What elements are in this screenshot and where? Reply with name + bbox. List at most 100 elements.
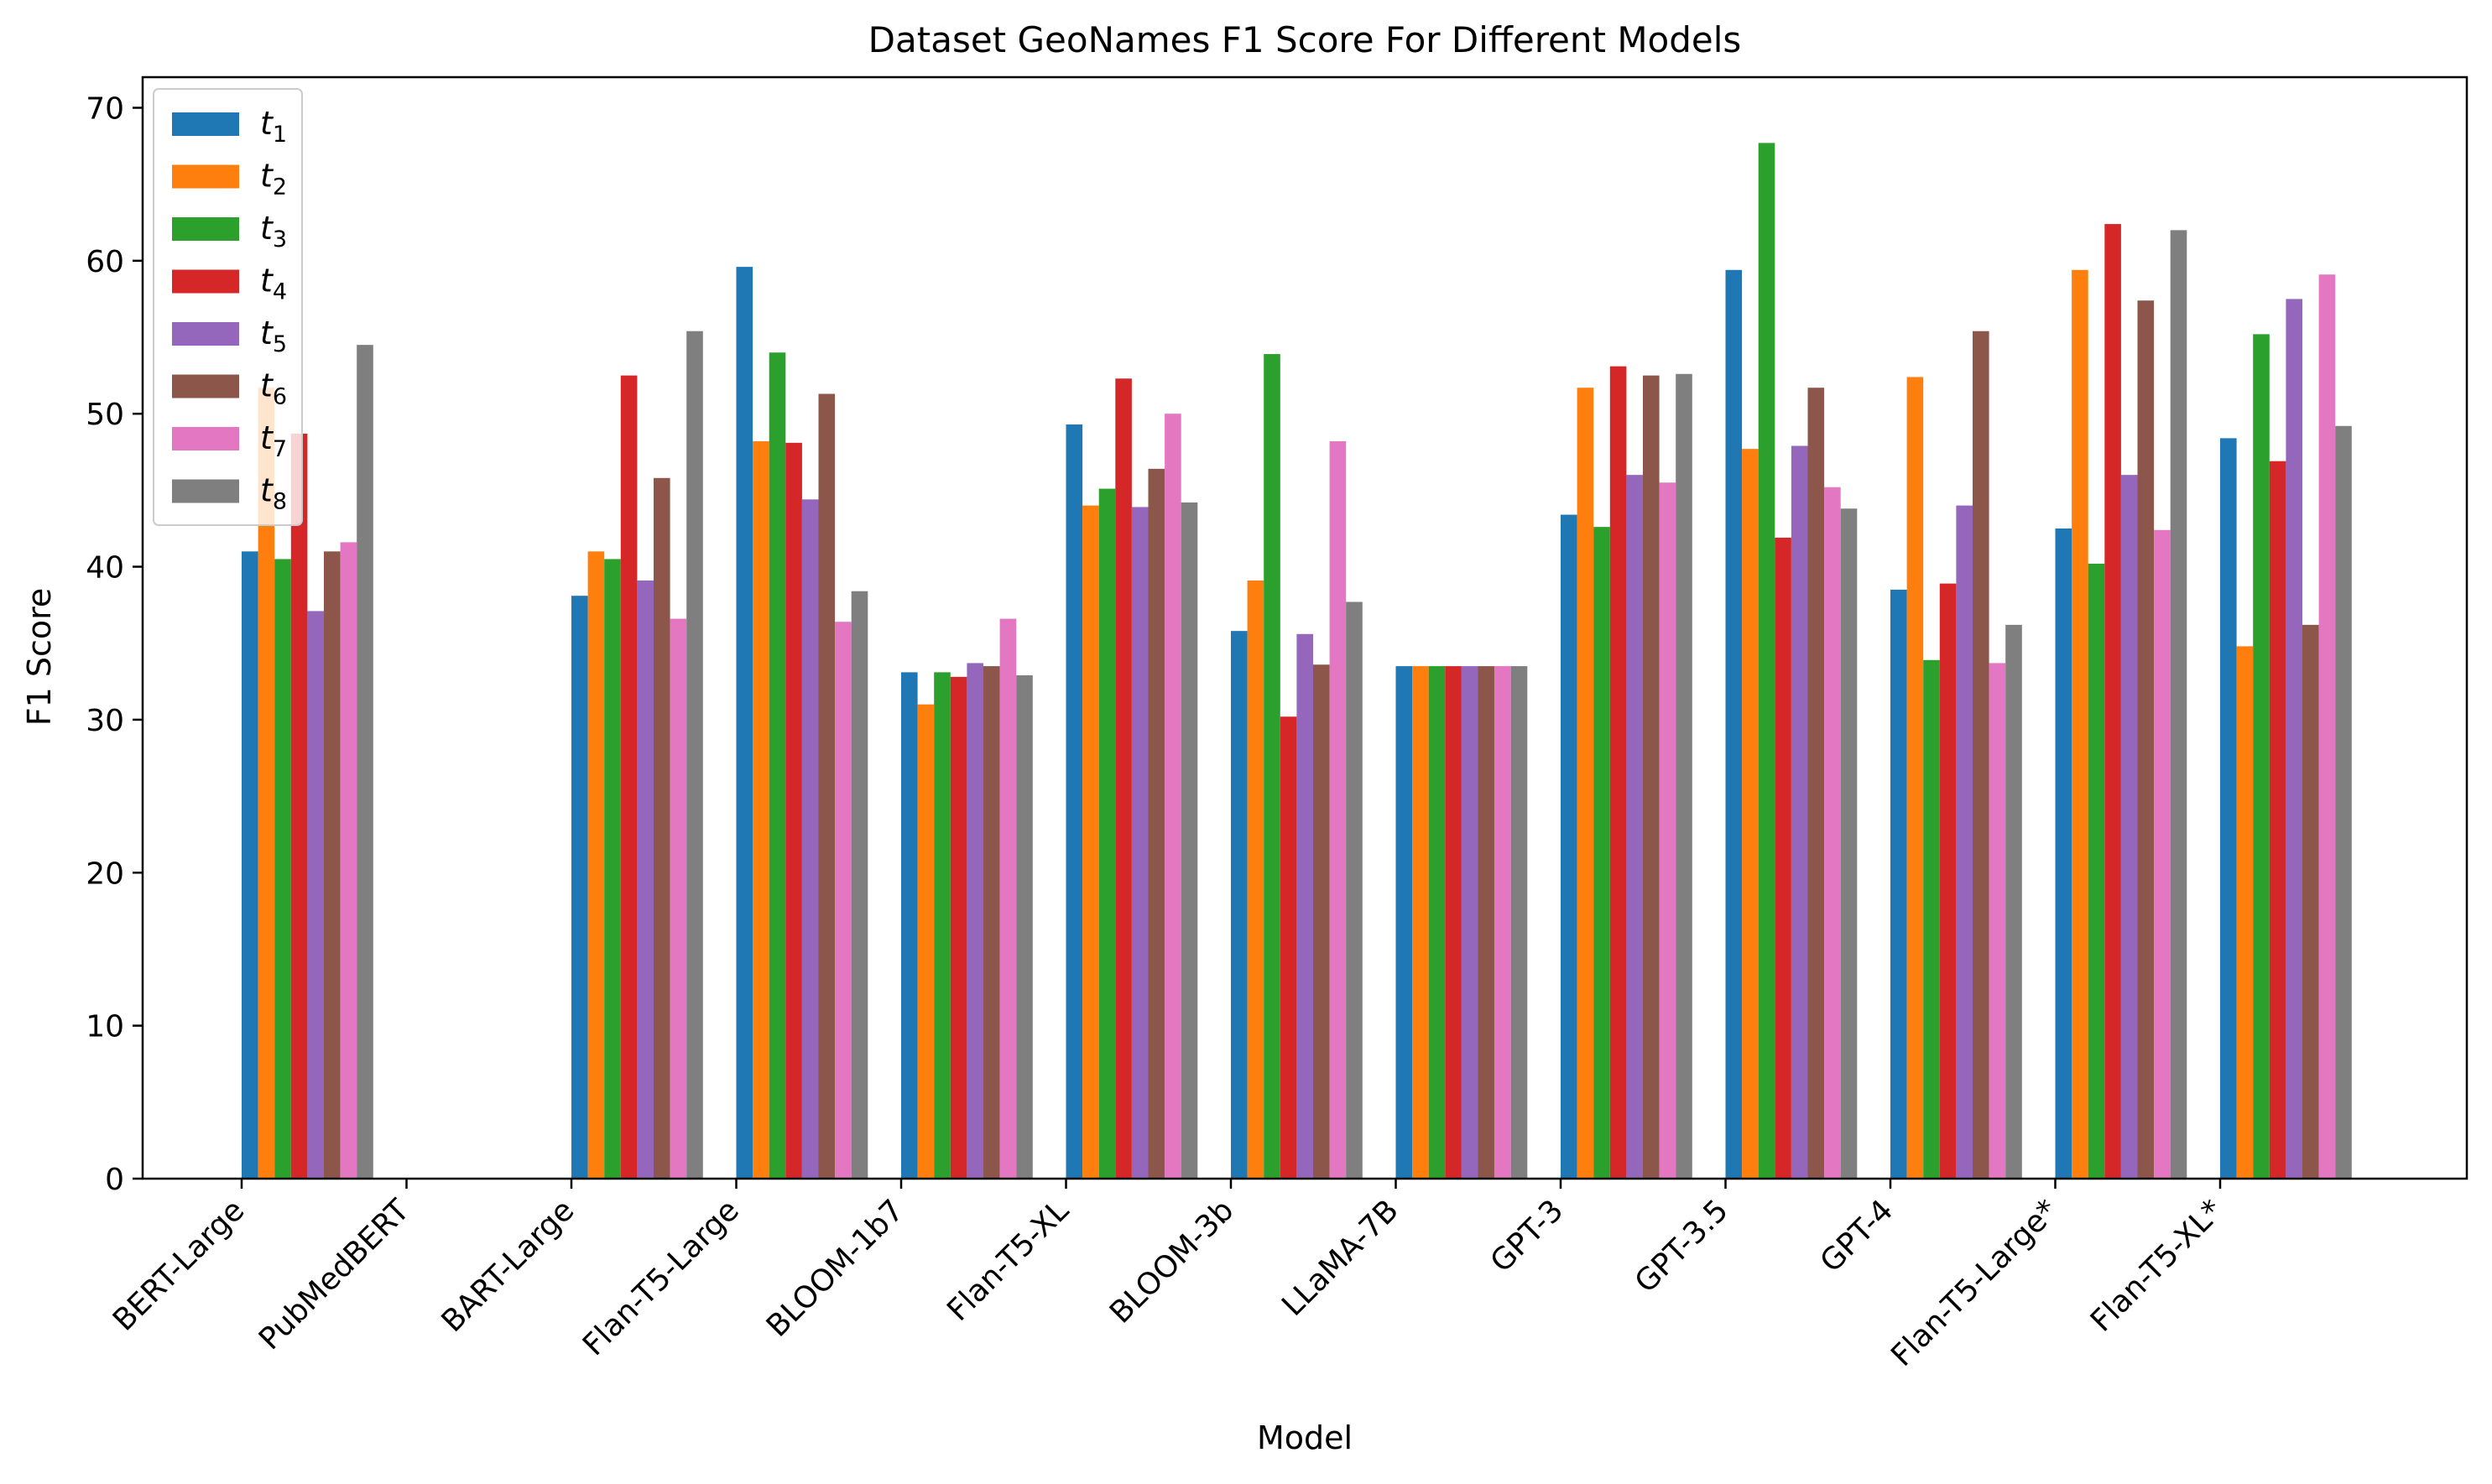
bar-gpt-3-t1 — [1561, 514, 1577, 1179]
legend-swatch-t5 — [172, 322, 239, 346]
bar-flan-t5-xl-t5 — [1131, 507, 1149, 1179]
legend-label-t3: t3 — [260, 210, 287, 253]
bar-bert-large-t6 — [324, 551, 341, 1179]
bar-bert-large-t7 — [340, 542, 357, 1179]
bar-gpt-3-5-t6 — [1807, 388, 1825, 1179]
bar-flan-t5-large--t7 — [2154, 529, 2171, 1179]
bar-flan-t5-xl--t1 — [2220, 438, 2237, 1179]
legend-label-t8: t8 — [260, 472, 287, 515]
bar-gpt-3-t4 — [1609, 366, 1627, 1179]
y-tick-label: 0 — [105, 1163, 124, 1197]
chart-title: Dataset GeoNames F1 Score For Different … — [868, 19, 1742, 60]
bar-flan-t5-large--t2 — [2072, 269, 2088, 1179]
bar-bloom-3b-t8 — [1346, 601, 1363, 1179]
y-tick-label: 70 — [86, 91, 124, 126]
bar-llama-7b-t2 — [1412, 666, 1429, 1179]
bar-flan-t5-large--t3 — [2088, 563, 2105, 1179]
legend-swatch-t4 — [172, 269, 239, 294]
bar-gpt-4-t6 — [1973, 331, 1989, 1179]
bar-gpt-4-t7 — [1989, 663, 2006, 1179]
y-tick-label: 40 — [86, 551, 124, 586]
bar-bloom-3b-t4 — [1280, 716, 1297, 1179]
bar-flan-t5-large-t4 — [785, 442, 802, 1179]
legend-label-t1: t1 — [260, 105, 287, 148]
bar-llama-7b-t6 — [1478, 666, 1495, 1179]
bar-flan-t5-large-t8 — [851, 591, 868, 1179]
bar-flan-t5-xl--t4 — [2269, 461, 2286, 1179]
bar-bert-large-t1 — [242, 551, 258, 1179]
bar-llama-7b-t1 — [1395, 666, 1413, 1179]
bar-bloom-1b7-t6 — [983, 666, 1000, 1179]
bar-bart-large-t2 — [587, 551, 605, 1179]
bar-gpt-3-5-t5 — [1791, 445, 1808, 1179]
y-tick-label: 10 — [86, 1010, 124, 1044]
bar-bloom-3b-t1 — [1231, 631, 1248, 1179]
bar-bert-large-t2 — [258, 388, 275, 1179]
bar-bloom-1b7-t4 — [950, 676, 967, 1179]
bar-flan-t5-xl--t6 — [2302, 624, 2319, 1179]
bar-bloom-1b7-t8 — [1016, 675, 1033, 1179]
legend: t1 t2 t3 t4 t5 t6 t7 t8 — [153, 88, 303, 526]
bar-gpt-3-t6 — [1643, 375, 1660, 1179]
bar-gpt-3-t8 — [1676, 373, 1692, 1179]
bar-bart-large-t1 — [571, 596, 588, 1179]
bar-bart-large-t5 — [637, 580, 654, 1179]
bar-flan-t5-xl-t2 — [1082, 505, 1099, 1179]
bar-flan-t5-large-t1 — [736, 267, 753, 1179]
bar-bart-large-t4 — [620, 375, 638, 1179]
bar-bert-large-t3 — [274, 559, 291, 1179]
bar-gpt-3-5-t7 — [1824, 487, 1841, 1179]
bar-flan-t5-xl-t4 — [1115, 378, 1132, 1179]
bar-llama-7b-t3 — [1428, 666, 1446, 1179]
bar-flan-t5-xl--t3 — [2253, 334, 2270, 1179]
x-axis-label: Model — [1257, 1419, 1353, 1456]
y-tick-label: 30 — [86, 704, 124, 738]
y-tick-label: 20 — [86, 857, 124, 891]
bar-bart-large-t7 — [670, 618, 687, 1179]
bar-gpt-3-t7 — [1659, 482, 1676, 1179]
legend-label-t7: t7 — [260, 419, 287, 462]
bar-bloom-3b-t6 — [1313, 664, 1330, 1179]
bar-bert-large-t5 — [307, 611, 324, 1179]
bar-flan-t5-xl-t8 — [1181, 502, 1198, 1179]
bar-flan-t5-xl-t3 — [1098, 488, 1116, 1179]
bar-gpt-4-t1 — [1890, 589, 1907, 1179]
bar-gpt-3-5-t1 — [1725, 269, 1743, 1179]
legend-label-t5: t5 — [260, 315, 287, 357]
bar-gpt-3-5-t2 — [1742, 449, 1759, 1179]
bar-flan-t5-large--t6 — [2137, 300, 2155, 1179]
bar-flan-t5-xl--t7 — [2318, 274, 2336, 1179]
bar-gpt-3-t3 — [1593, 527, 1610, 1179]
bar-llama-7b-t5 — [1461, 666, 1478, 1179]
bar-gpt-3-5-t3 — [1758, 143, 1775, 1179]
bar-flan-t5-large-t3 — [769, 352, 786, 1179]
bar-flan-t5-xl--t2 — [2236, 646, 2254, 1179]
bar-llama-7b-t7 — [1494, 666, 1511, 1179]
bar-flan-t5-xl-t6 — [1148, 468, 1165, 1179]
bar-bart-large-t6 — [654, 477, 670, 1179]
bar-flan-t5-large-t6 — [818, 393, 836, 1179]
bar-llama-7b-t8 — [1510, 666, 1528, 1179]
legend-swatch-t1 — [172, 112, 239, 136]
bar-bert-large-t4 — [290, 433, 308, 1179]
bar-flan-t5-large--t1 — [2055, 528, 2072, 1179]
bar-gpt-4-t3 — [1923, 659, 1940, 1179]
bar-bloom-3b-t7 — [1329, 441, 1347, 1179]
y-axis-label: F1 Score — [21, 588, 58, 726]
legend-swatch-t7 — [172, 427, 239, 450]
bar-bloom-3b-t2 — [1247, 580, 1264, 1179]
bar-bloom-1b7-t2 — [917, 704, 935, 1179]
legend-swatch-t3 — [172, 217, 239, 241]
bar-flan-t5-large--t4 — [2104, 224, 2121, 1179]
bar-flan-t5-large--t8 — [2170, 230, 2187, 1179]
legend-label-t4: t4 — [260, 263, 287, 305]
bar-bloom-1b7-t1 — [901, 672, 918, 1179]
bar-gpt-4-t4 — [1939, 583, 1957, 1179]
bar-gpt-3-t5 — [1626, 475, 1643, 1179]
legend-swatch-t8 — [172, 479, 239, 503]
bar-flan-t5-xl--t5 — [2286, 299, 2302, 1179]
plot-frame — [141, 76, 2469, 1180]
legend-box — [153, 88, 303, 526]
